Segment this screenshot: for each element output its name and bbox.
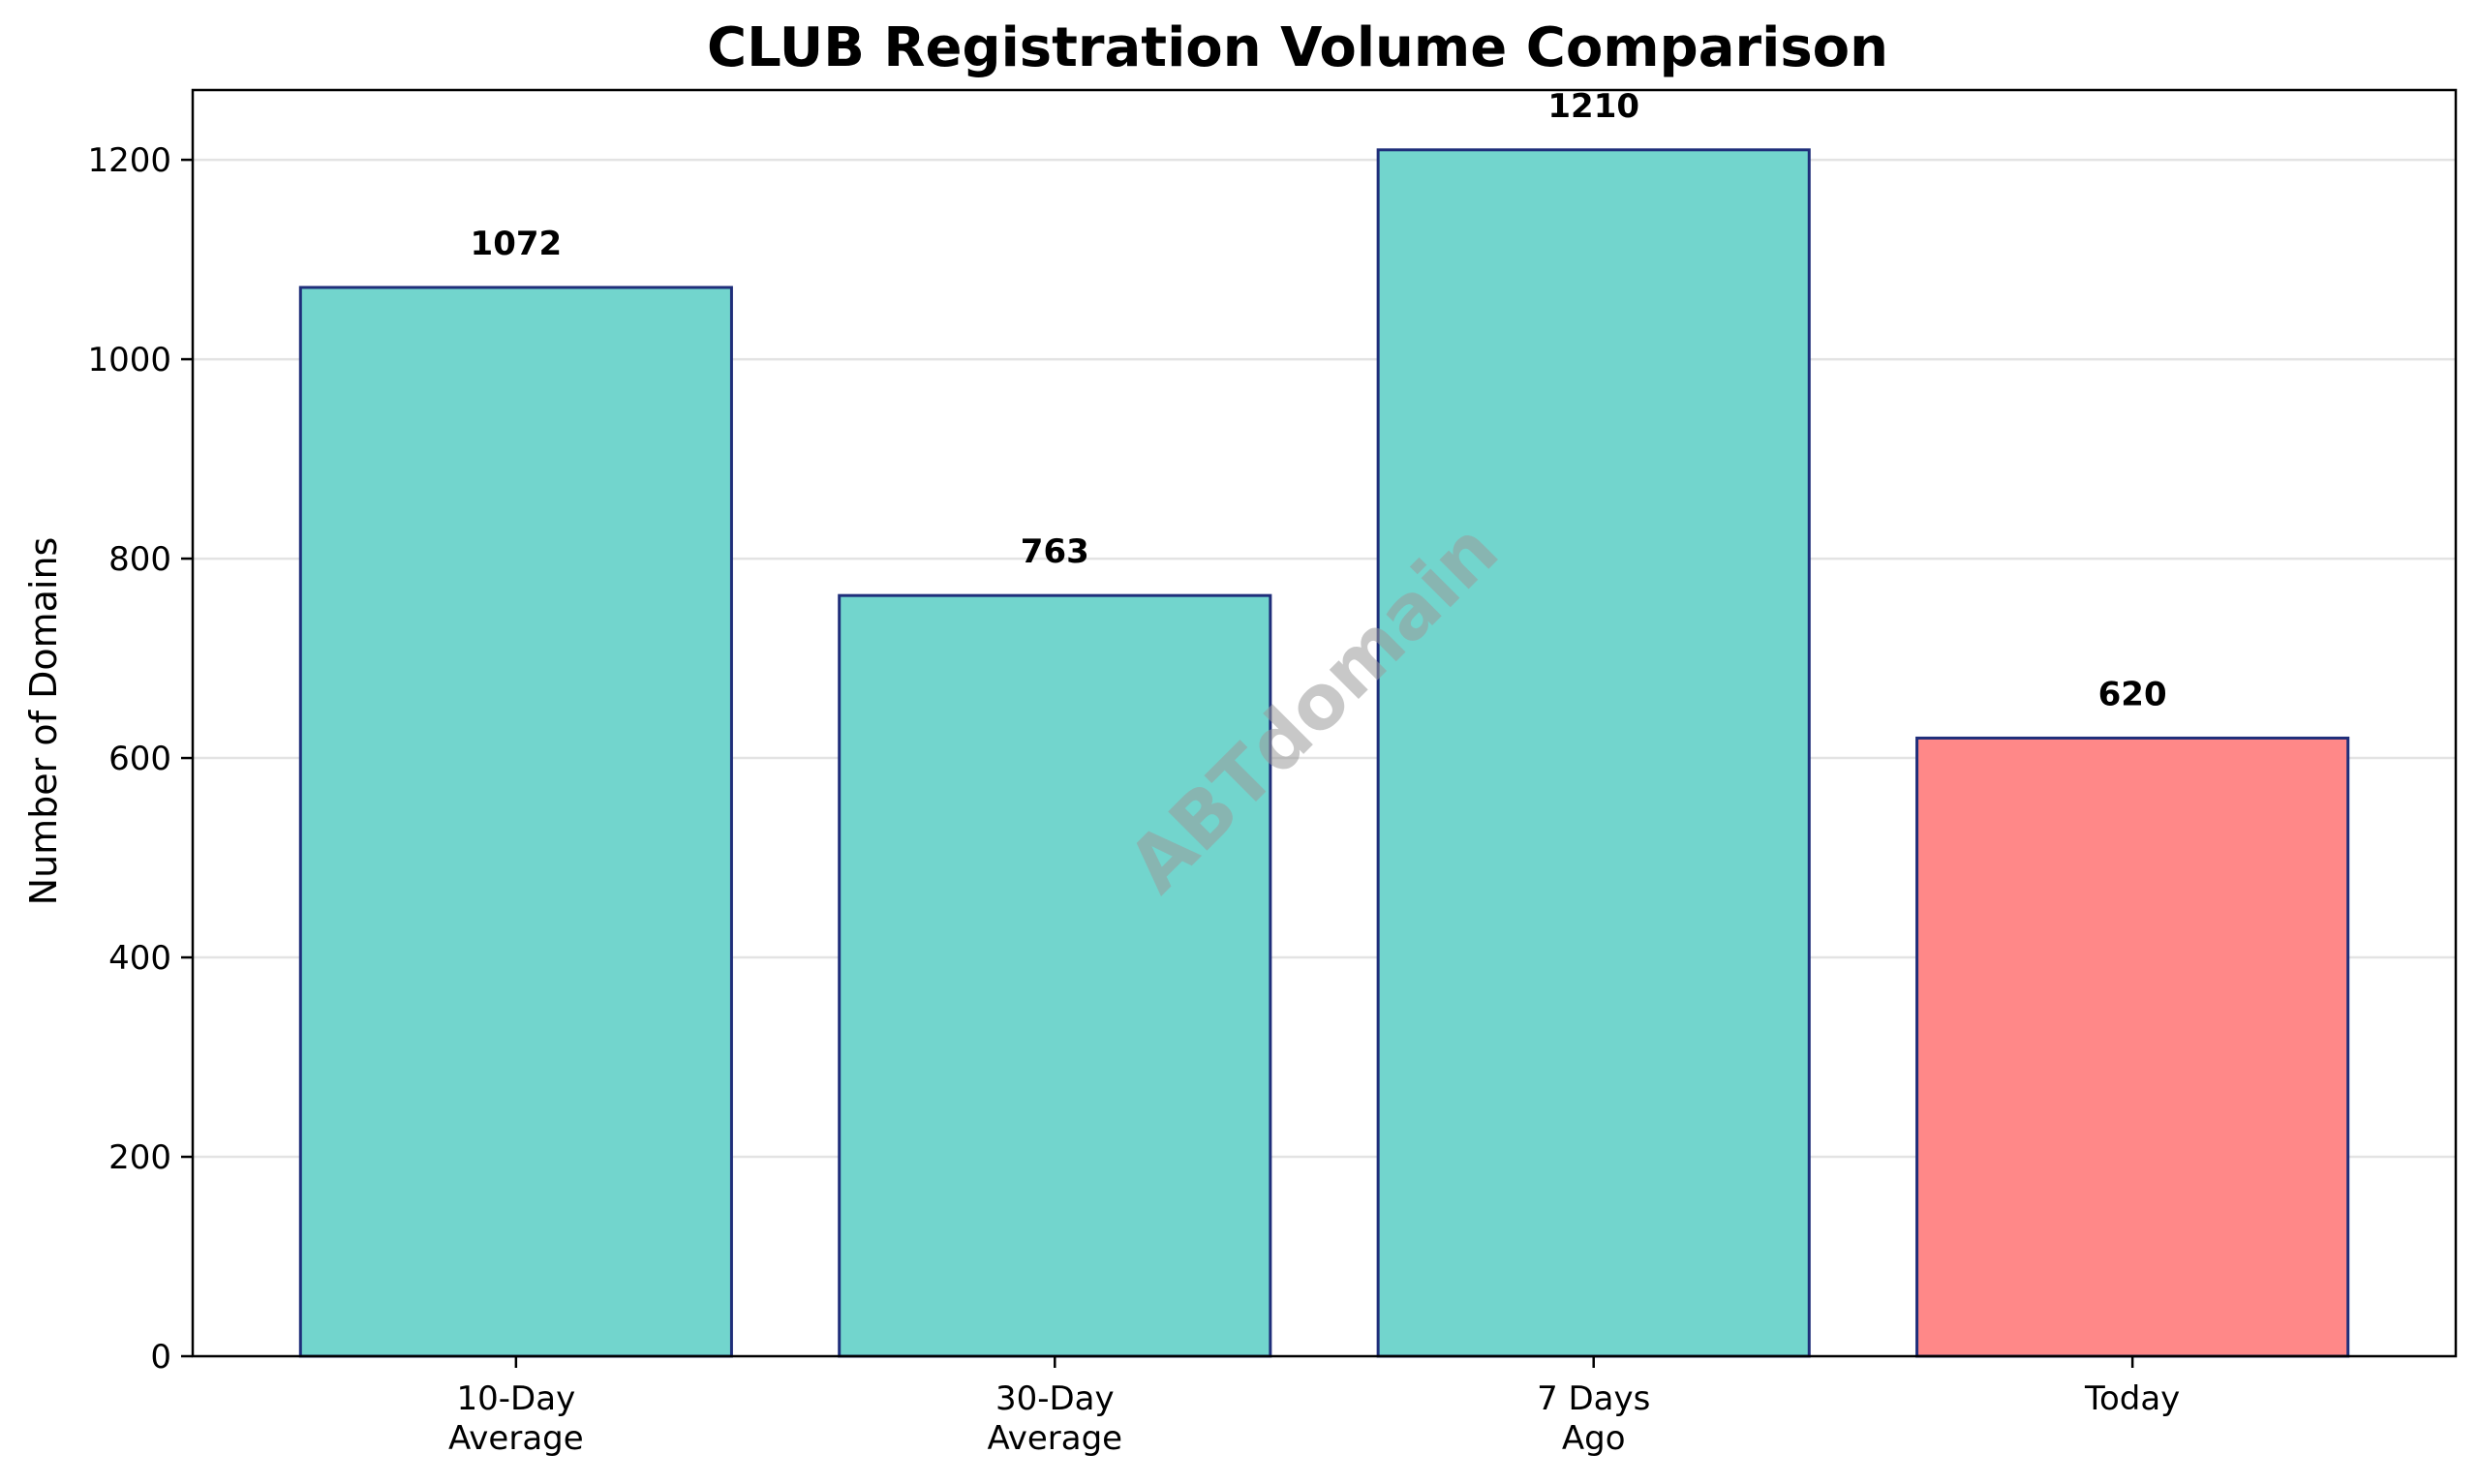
x-tick-label: 10-Day Average	[448, 1379, 584, 1458]
x-tick-label-line: 7 Days	[1537, 1379, 1650, 1418]
bar	[298, 286, 733, 1358]
y-tick-label: 800	[108, 540, 171, 579]
data-label: 1210	[1547, 87, 1639, 126]
plot-frame	[191, 88, 2458, 1358]
x-tick-label-line: 30-Day	[995, 1379, 1115, 1418]
x-tick-label-line: Average	[448, 1419, 584, 1458]
data-label: 1072	[471, 225, 563, 263]
y-axis-ticks: 0 200 400 600 800 1000 1200	[87, 141, 193, 1377]
x-tick-label: Today	[2084, 1379, 2180, 1418]
bar	[1376, 148, 1811, 1358]
y-axis-label: Number of Domains	[22, 537, 65, 906]
bar	[838, 593, 1272, 1358]
x-tick-label-line: Today	[2084, 1379, 2180, 1418]
y-tick-label: 600	[108, 740, 171, 778]
bars	[298, 148, 2350, 1358]
x-tick-label: 7 Days Ago	[1537, 1379, 1650, 1458]
y-tick-label: 0	[150, 1338, 171, 1377]
chart-title: CLUB Registration Volume Comparison	[707, 16, 1888, 79]
y-tick-label: 1200	[87, 141, 171, 180]
x-tick-label-line: Average	[987, 1419, 1122, 1458]
x-tick-label-line: Ago	[1562, 1419, 1626, 1458]
data-labels: 1072 763 1210 620	[471, 87, 2167, 714]
data-label: 763	[1021, 532, 1089, 571]
bar	[1915, 736, 2350, 1358]
y-tick-label: 1000	[87, 341, 171, 379]
data-label: 620	[2098, 675, 2167, 713]
x-tick-label: 30-Day Average	[987, 1379, 1122, 1458]
y-tick-label: 400	[108, 939, 171, 978]
x-tick-label-line: 10-Day	[457, 1379, 576, 1418]
y-tick-label: 200	[108, 1138, 171, 1177]
